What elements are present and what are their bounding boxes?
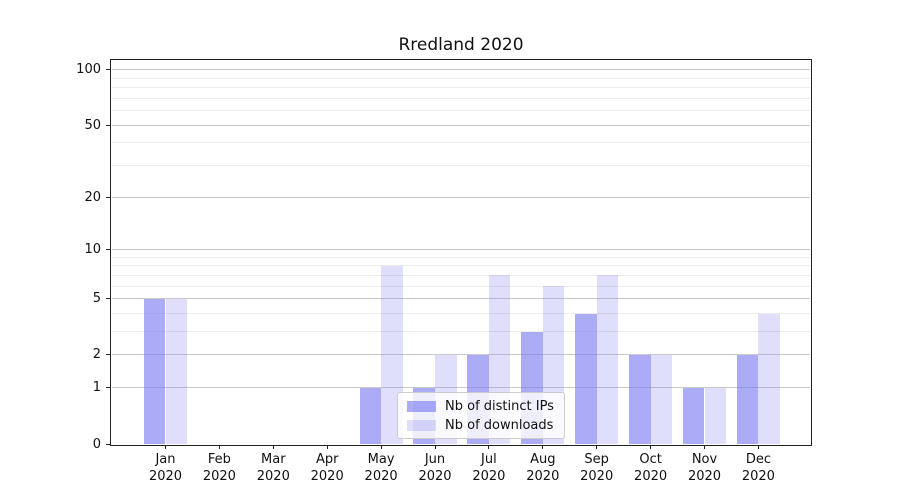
y-tick-label-10: 10 bbox=[84, 242, 101, 258]
y-tick-mark-1 bbox=[106, 387, 111, 389]
x-tick-label-sep: Sep 2020 bbox=[580, 452, 614, 484]
legend-item-nb-of-distinct-ips: Nb of distinct IPs bbox=[407, 398, 554, 414]
legend-item-nb-of-downloads: Nb of downloads bbox=[407, 417, 554, 433]
x-tick-mark-may bbox=[380, 445, 382, 449]
y-tick-label-20: 20 bbox=[84, 189, 101, 205]
legend-label-nb-of-distinct-ips: Nb of distinct IPs bbox=[445, 398, 554, 414]
legend-swatch-nb-of-distinct-ips bbox=[407, 400, 436, 412]
y-tick-mark-2 bbox=[106, 354, 111, 356]
x-tick-mark-oct bbox=[650, 445, 652, 449]
y-tick-mark-20 bbox=[106, 196, 111, 198]
x-tick-label-apr: Apr 2020 bbox=[310, 452, 344, 484]
y-tick-mark-5 bbox=[106, 298, 111, 300]
y-tick-label-5: 5 bbox=[92, 291, 101, 307]
x-tick-label-may: May 2020 bbox=[364, 452, 398, 484]
y-tick-mark-10 bbox=[106, 249, 111, 251]
y-tick-mark-0 bbox=[106, 443, 111, 445]
gridline-major-1 bbox=[112, 387, 810, 389]
x-tick-label-mar: Mar 2020 bbox=[256, 452, 290, 484]
x-tick-label-oct: Oct 2020 bbox=[634, 452, 668, 484]
x-tick-label-aug: Aug 2020 bbox=[526, 452, 560, 484]
gridline-major-10 bbox=[112, 249, 810, 251]
x-tick-mark-apr bbox=[326, 445, 328, 449]
bar-nb-of-distinct-ips-oct bbox=[629, 354, 651, 444]
bar-nb-of-distinct-ips-sep bbox=[575, 313, 597, 444]
gridline-minor-4 bbox=[112, 313, 810, 314]
gridline-minor-40 bbox=[112, 142, 810, 144]
y-tick-mark-100 bbox=[106, 69, 111, 71]
x-tick-label-jan: Jan 2020 bbox=[148, 452, 183, 484]
gridline-minor-7 bbox=[112, 274, 810, 276]
gridline-minor-8 bbox=[112, 265, 810, 267]
gridline-major-20 bbox=[112, 196, 810, 198]
gridline-minor-6 bbox=[112, 285, 810, 287]
y-tick-label-50: 50 bbox=[84, 117, 101, 133]
bar-nb-of-downloads-dec bbox=[758, 313, 780, 444]
x-tick-mark-aug bbox=[542, 445, 544, 449]
y-tick-label-0: 0 bbox=[92, 436, 101, 452]
bar-nb-of-distinct-ips-dec bbox=[736, 354, 759, 444]
x-tick-mark-dec bbox=[757, 445, 759, 449]
legend: Nb of distinct IPs Nb of downloads bbox=[397, 392, 565, 439]
x-tick-mark-nov bbox=[704, 445, 705, 449]
gridline-minor-3 bbox=[112, 331, 810, 333]
gridline-minor-70 bbox=[112, 97, 810, 99]
bar-nb-of-distinct-ips-nov bbox=[682, 387, 705, 444]
gridline-minor-60 bbox=[112, 110, 810, 112]
chart-title: Rredland 2020 bbox=[398, 35, 524, 55]
y-tick-label-1: 1 bbox=[92, 380, 101, 396]
legend-swatch-nb-of-downloads bbox=[407, 419, 436, 431]
bar-nb-of-downloads-oct bbox=[650, 354, 673, 444]
bar-nb-of-downloads-nov bbox=[704, 387, 727, 444]
bar-nb-of-distinct-ips-jan bbox=[143, 298, 166, 444]
x-tick-label-feb: Feb 2020 bbox=[202, 452, 236, 484]
x-tick-mark-mar bbox=[272, 445, 274, 449]
y-tick-mark-50 bbox=[106, 124, 111, 126]
gridline-major-50 bbox=[112, 124, 810, 126]
legend-label-nb-of-downloads: Nb of downloads bbox=[445, 417, 554, 433]
gridline-major-5 bbox=[112, 298, 810, 300]
gridline-minor-9 bbox=[112, 256, 810, 258]
x-tick-label-jun: Jun 2020 bbox=[418, 452, 452, 484]
x-tick-label-jul: Jul 2020 bbox=[472, 452, 506, 484]
plot-area-border bbox=[110, 59, 812, 446]
gridline-minor-80 bbox=[112, 87, 810, 89]
y-tick-label-2: 2 bbox=[92, 347, 101, 363]
x-tick-label-dec: Dec 2020 bbox=[741, 452, 775, 484]
bar-nb-of-downloads-sep bbox=[596, 275, 619, 444]
x-tick-mark-jan bbox=[165, 445, 166, 449]
x-tick-mark-feb bbox=[218, 445, 220, 449]
x-tick-mark-jun bbox=[434, 445, 436, 449]
bar-nb-of-downloads-jan bbox=[165, 298, 188, 444]
gridline-minor-30 bbox=[112, 165, 810, 167]
gridline-major-2 bbox=[112, 354, 810, 356]
y-tick-label-100: 100 bbox=[76, 62, 101, 78]
bar-nb-of-distinct-ips-may bbox=[359, 387, 382, 444]
gridline-major-100 bbox=[112, 69, 810, 71]
x-tick-mark-jul bbox=[488, 445, 490, 449]
x-tick-mark-sep bbox=[596, 445, 598, 449]
gridline-minor-90 bbox=[112, 77, 810, 79]
x-tick-label-nov: Nov 2020 bbox=[687, 452, 722, 484]
